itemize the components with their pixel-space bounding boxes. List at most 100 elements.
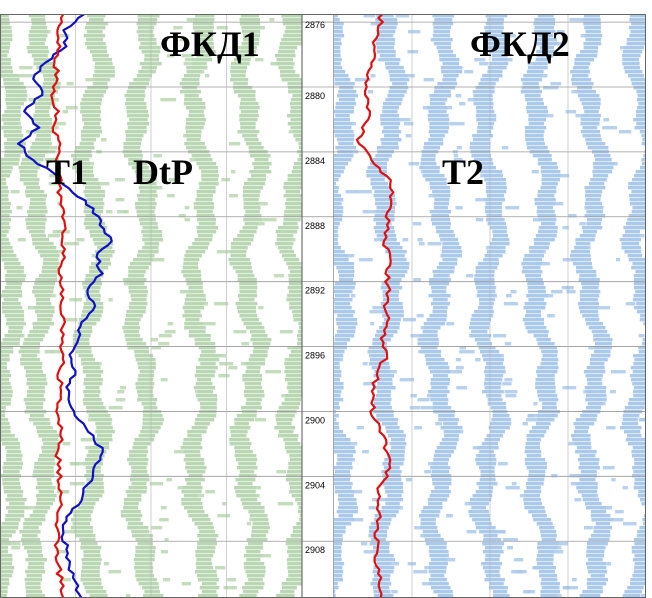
wave-dash-fkd2 — [541, 222, 556, 226]
wave-dash-fkd2 — [534, 30, 556, 34]
wave-dash-fkd2 — [334, 426, 340, 430]
wave-fragment-fkd2 — [384, 54, 389, 58]
wave-dash-fkd1 — [282, 586, 297, 590]
wave-dash-fkd2 — [334, 342, 347, 346]
wave-fragment-fkd2 — [598, 306, 610, 310]
wave-dash-fkd1 — [238, 462, 257, 466]
wave-dash-fkd1 — [85, 186, 101, 190]
wave-dash-fkd1 — [243, 202, 260, 206]
wave-dash-fkd1 — [185, 318, 200, 322]
wave-dash-fkd2 — [486, 194, 505, 198]
wave-dash-fkd2 — [535, 422, 551, 426]
wave-dash-fkd2 — [387, 454, 405, 458]
wave-dash-fkd2 — [630, 202, 646, 206]
wave-dash-fkd1 — [0, 194, 9, 198]
wave-dash-fkd2 — [419, 334, 438, 338]
wave-dash-fkd1 — [0, 174, 10, 178]
wave-fragment-fkd2 — [598, 506, 613, 510]
wave-fragment-fkd1 — [183, 134, 198, 138]
wave-dash-fkd2 — [635, 170, 646, 174]
wave-dash-fkd2 — [646, 326, 652, 329]
wave-dash-fkd2 — [432, 482, 452, 486]
wave-dash-fkd2 — [374, 402, 391, 406]
wave-dash-fkd1 — [246, 574, 265, 578]
wave-dash-fkd2 — [489, 226, 507, 230]
wave-dash-fkd2 — [375, 550, 390, 554]
wave-dash-fkd1 — [71, 526, 93, 530]
wave-dash-fkd2 — [373, 218, 395, 222]
wave-dash-fkd1 — [29, 514, 46, 518]
wave-fragment-fkd1 — [28, 98, 36, 102]
wave-dash-fkd1 — [128, 162, 148, 166]
wave-dash-fkd2 — [485, 42, 508, 46]
wave-dash-fkd2 — [334, 334, 355, 338]
wave-dash-fkd1 — [278, 430, 294, 434]
wave-dash-fkd1 — [142, 418, 164, 422]
wave-dash-fkd2 — [535, 234, 557, 238]
wave-dash-fkd1 — [131, 166, 149, 170]
wave-dash-fkd1 — [284, 210, 302, 214]
wave-dash-fkd2 — [538, 226, 558, 230]
wave-dash-fkd1 — [283, 438, 298, 442]
wave-dash-fkd2 — [540, 530, 557, 534]
wave-dash-fkd2 — [429, 494, 450, 498]
wave-fragment-fkd2 — [372, 306, 384, 310]
wave-dash-fkd2 — [482, 390, 504, 394]
wave-dash-fkd2 — [573, 262, 592, 266]
wave-dash-fkd2 — [479, 450, 494, 454]
wave-dash-fkd1 — [288, 390, 302, 394]
wave-dash-fkd1 — [31, 18, 46, 22]
wave-fragment-fkd2 — [362, 362, 368, 366]
wave-dash-fkd1 — [137, 214, 156, 218]
wave-dash-fkd2 — [492, 230, 507, 234]
wave-dash-fkd2 — [334, 70, 346, 74]
wave-dash-fkd1 — [135, 550, 156, 554]
wave-dash-fkd2 — [491, 418, 512, 422]
wave-dash-fkd1 — [288, 90, 302, 94]
wave-fragment-fkd2 — [622, 486, 628, 490]
wave-dash-fkd2 — [627, 254, 643, 258]
wave-fragment-fkd2 — [595, 402, 606, 406]
wave-dash-fkd2 — [432, 270, 455, 274]
wave-dash-fkd2 — [420, 162, 437, 166]
wave-dash-fkd2 — [337, 270, 355, 274]
wave-dash-fkd1 — [142, 422, 163, 426]
wave-fragment-fkd2 — [584, 526, 593, 530]
wave-dash-fkd1 — [8, 330, 23, 334]
wave-fragment-fkd2 — [572, 578, 577, 582]
wave-dash-fkd2 — [489, 62, 509, 66]
wave-dash-fkd1 — [32, 290, 54, 294]
wave-dash-fkd2 — [593, 350, 611, 354]
wave-dash-fkd1 — [243, 38, 260, 42]
wave-dash-fkd1 — [188, 474, 203, 478]
wave-dash-fkd1 — [196, 370, 216, 374]
wave-dash-fkd2 — [376, 414, 394, 418]
wave-fragment-fkd1 — [149, 482, 163, 486]
wave-dash-fkd2 — [582, 286, 599, 290]
wave-dash-fkd1 — [286, 538, 302, 542]
wave-dash-fkd2 — [432, 374, 448, 378]
wave-fragment-fkd2 — [435, 422, 442, 426]
wave-dash-fkd1 — [36, 498, 55, 502]
wave-dash-fkd2 — [577, 90, 597, 94]
wave-dash-fkd2 — [383, 298, 399, 302]
wave-dash-fkd2 — [385, 426, 400, 430]
wave-fragment-fkd1 — [164, 538, 169, 542]
wave-dash-fkd2 — [586, 546, 606, 550]
wave-dash-fkd1 — [197, 542, 217, 546]
wave-dash-fkd2 — [385, 502, 400, 506]
wave-dash-fkd2 — [638, 102, 646, 106]
wave-dash-fkd1 — [96, 434, 113, 438]
wave-dash-fkd2 — [484, 198, 505, 202]
wave-dash-fkd2 — [575, 450, 597, 454]
wave-dash-fkd1 — [247, 178, 266, 182]
wave-fragment-fkd2 — [555, 202, 564, 206]
wave-dash-fkd2 — [334, 254, 348, 258]
wave-dash-fkd2 — [485, 14, 508, 18]
wave-dash-fkd2 — [537, 394, 558, 398]
wave-dash-fkd1 — [4, 110, 21, 114]
wave-dash-fkd2 — [334, 122, 353, 126]
wave-dash-fkd1 — [197, 398, 218, 402]
wave-dash-fkd2 — [634, 126, 646, 130]
wave-fragment-fkd2 — [334, 358, 344, 362]
